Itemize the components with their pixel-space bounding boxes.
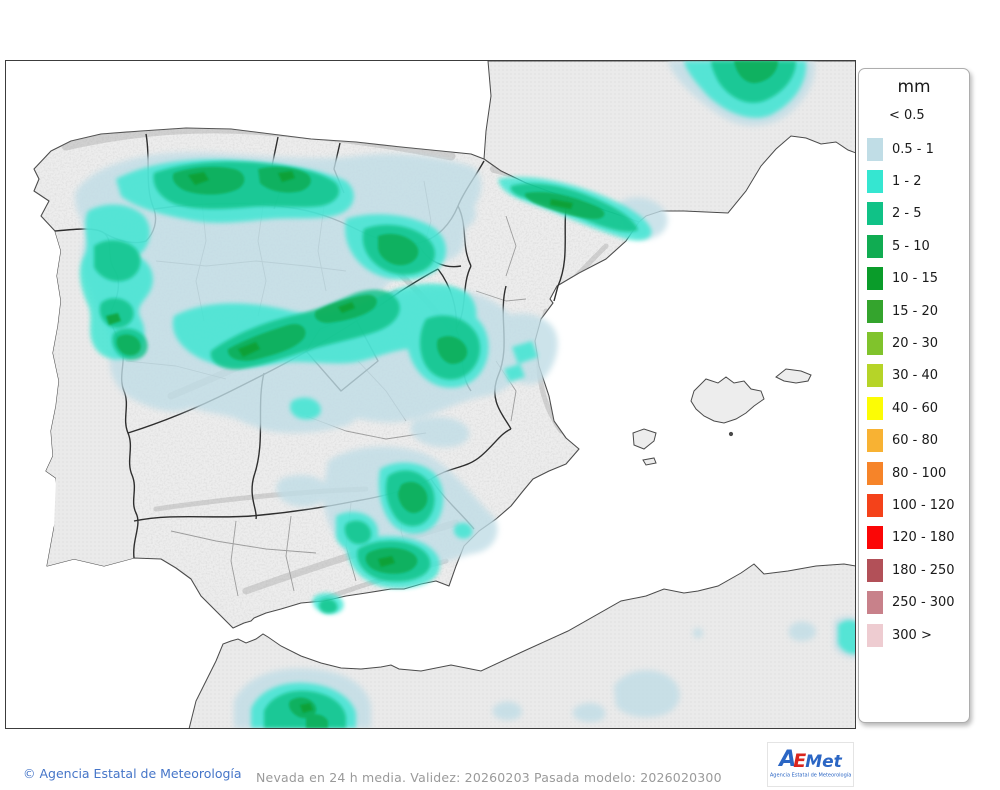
legend-row: 15 - 20 [867,295,969,327]
legend-swatch [867,137,883,161]
aemet-letters-met: Met [805,752,842,772]
map-frame: © Agencia Estatal de Meteorología Nevada… [5,60,856,787]
legend-row: 20 - 30 [867,327,969,359]
legend-swatch [867,461,883,485]
legend-title: mm [897,77,931,97]
legend-swatch [867,591,883,615]
legend-row: 250 - 300 [867,586,969,618]
precipitation-map-spain [6,61,855,728]
legend-row: 40 - 60 [867,392,969,424]
legend-row: 80 - 100 [867,457,969,489]
legend-swatch [867,396,883,420]
legend-swatch [867,558,883,582]
legend-swatch [867,332,883,356]
precip-layer-10-15 [106,171,573,713]
aemet-letter-a: A [779,747,797,772]
aemet-logo-subtitle: Agencia Estatal de Meteorología [769,772,852,778]
balearic-islands [632,368,812,466]
legend-below-threshold-label: < 0.5 [889,108,925,123]
legend-swatch [867,429,883,453]
legend-rows: 0.5 - 1 1 - 2 2 - 5 5 - 10 10 - 15 15 - 20 20 … [867,133,969,651]
legend-label: 10 - 15 [892,271,939,287]
legend-swatch [867,170,883,194]
aemet-logo: A E Met Agencia Estatal de Meteorología [767,742,854,787]
legend-label: 40 - 60 [892,400,939,416]
legend-row: 100 - 120 [867,489,969,521]
legend-label: 0.5 - 1 [892,141,934,157]
precip-layer-2-5 [94,61,796,728]
legend-label: 5 - 10 [892,238,930,254]
legend-row: 0.5 - 1 [867,133,969,165]
legend-swatch [867,526,883,550]
legend-swatch [867,493,883,517]
legend-row: 5 - 10 [867,230,969,262]
legend-row: 2 - 5 [867,198,969,230]
legend-row: 1 - 2 [867,165,969,197]
legend-row: 120 - 180 [867,522,969,554]
aemet-wordmark: A E Met [779,749,842,771]
legend-label: 30 - 40 [892,368,939,384]
legend-label: 15 - 20 [892,303,939,319]
legend-label: 1 - 2 [892,174,922,190]
legend-label: 300 > [892,627,932,643]
legend-row: 180 - 250 [867,554,969,586]
portugal-landmass [46,231,138,566]
legend-label: 120 - 180 [892,530,955,546]
legend-label: 100 - 120 [892,497,955,513]
legend-label: 80 - 100 [892,465,947,481]
legend-swatch [867,267,883,291]
legend-swatch [867,202,883,226]
legend-row: 10 - 15 [867,263,969,295]
legend-label: 2 - 5 [892,206,922,222]
legend-label: 180 - 250 [892,562,955,578]
legend-row: 30 - 40 [867,360,969,392]
legend-swatch [867,364,883,388]
legend-row: 300 > [867,619,969,651]
legend-label: 60 - 80 [892,433,939,449]
copyright-text: © Agencia Estatal de Meteorología [23,766,242,781]
legend-label: 250 - 300 [892,595,955,611]
legend-swatch [867,299,883,323]
legend-panel: mm < 0.5 0.5 - 1 1 - 2 2 - 5 5 - 10 10 - 15 1… [858,68,970,723]
model-run-text: Nevada en 24 h media. Validez: 20260203 … [256,770,722,785]
aemet-letter-e: E [793,750,807,772]
legend-row: 60 - 80 [867,425,969,457]
legend-label: 20 - 30 [892,336,939,352]
legend-swatch [867,234,883,258]
legend-swatch [867,623,883,647]
